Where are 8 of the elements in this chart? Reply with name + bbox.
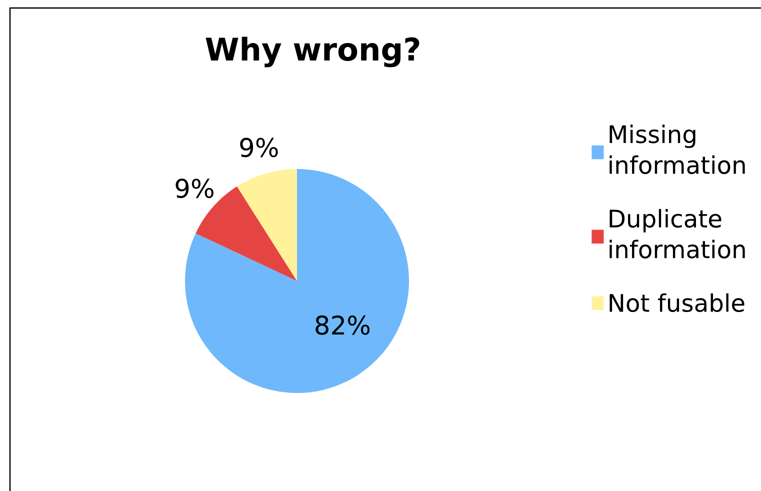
- data-label: 82%: [316, 315, 370, 335]
- legend-label: Duplicate information: [610, 209, 745, 258]
- pie-slice: [236, 169, 297, 281]
- legend-label: Missing information: [610, 124, 745, 174]
- data-label: 9%: [176, 178, 214, 198]
- legend-label: Not fusable: [610, 293, 744, 312]
- chart-title: Why wrong?: [206, 36, 420, 68]
- data-label: 9%: [240, 138, 278, 158]
